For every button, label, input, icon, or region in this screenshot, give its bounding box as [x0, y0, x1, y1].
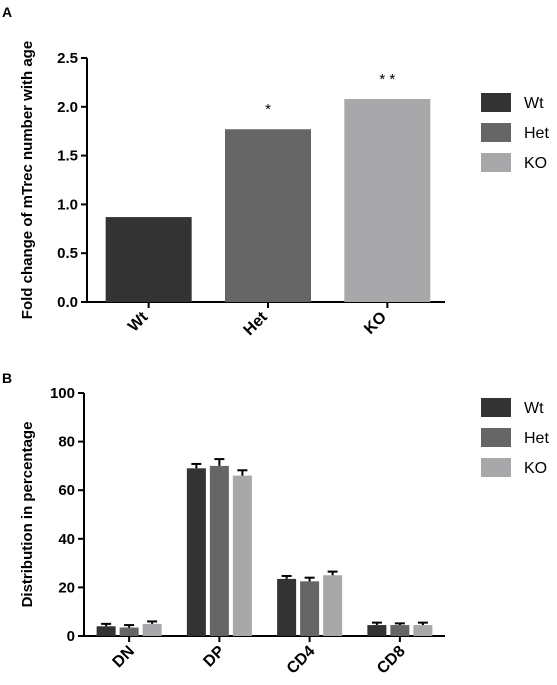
- legend-label-ko: KO: [524, 155, 547, 172]
- bar-dn-het: [119, 627, 139, 636]
- significance-marker: * *: [379, 71, 395, 88]
- legend-label-ko: KO: [524, 460, 547, 477]
- significance-marker: *: [265, 101, 271, 118]
- legend-swatch-ko: [481, 458, 511, 477]
- chart-b: 0 20 40 60 80 100 Distribution in percentage DN…: [19, 385, 549, 677]
- y-tick-label: 80: [58, 434, 75, 451]
- x-tick-label: DP: [200, 643, 228, 671]
- x-tick-label: DN: [110, 643, 138, 671]
- panel-b-letter: B: [2, 370, 12, 386]
- legend-swatch-ko: [481, 153, 511, 172]
- chart-a: 0.0 0.5 1.0 1.5 2.0 2.5 Fold change of mTrec n…: [19, 41, 549, 339]
- y-tick-label: 0: [67, 628, 75, 645]
- bar-cd8-ko: [413, 625, 433, 636]
- y-tick-label: 60: [58, 482, 75, 499]
- y-tick-label: 0.5: [57, 245, 78, 262]
- x-tick-label: Het: [241, 308, 272, 339]
- bar-dp-het: [209, 465, 229, 636]
- y-tick-label: 20: [58, 579, 75, 596]
- legend-label-wt: Wt: [524, 400, 544, 417]
- legend-label-het: Het: [524, 430, 549, 447]
- bar-cd8-wt: [367, 625, 387, 636]
- y-tick-label: 1.0: [57, 196, 78, 213]
- legend-swatch-het: [481, 123, 511, 142]
- bar-cd4-ko: [323, 575, 343, 636]
- bar-dp-wt: [186, 468, 206, 636]
- legend-label-het: Het: [524, 125, 549, 142]
- y-tick-label: 2.5: [57, 50, 78, 67]
- x-tick-label: KO: [361, 309, 390, 338]
- bar-cd8-het: [390, 625, 410, 636]
- legend-swatch-wt: [481, 93, 511, 112]
- y-tick-label: 2.0: [57, 99, 78, 116]
- bar-dp-ko: [232, 475, 252, 636]
- y-tick-label: 100: [50, 385, 75, 402]
- bar-dn-wt: [96, 626, 116, 636]
- y-tick-label: 1.5: [57, 148, 78, 165]
- x-tick-label: CD8: [374, 643, 409, 678]
- y-tick-label: 40: [58, 531, 75, 548]
- bar-dn-ko: [142, 623, 162, 636]
- bar-ko: [344, 98, 431, 302]
- bar-cd4-het: [300, 581, 320, 636]
- legend-label-wt: Wt: [524, 95, 544, 112]
- y-tick-label: 0.0: [57, 294, 78, 311]
- y-axis-label: Fold change of mTrec number with age: [19, 41, 36, 319]
- legend-swatch-wt: [481, 398, 511, 417]
- x-tick-label: Wt: [125, 308, 152, 335]
- bar-cd4-wt: [277, 578, 297, 636]
- y-axis-label: Distribution in percentage: [19, 422, 36, 608]
- x-tick-label: CD4: [284, 643, 319, 678]
- panel-a-letter: A: [2, 4, 12, 20]
- bar-het: [225, 129, 311, 302]
- bar-wt: [105, 217, 192, 302]
- legend-swatch-het: [481, 428, 511, 447]
